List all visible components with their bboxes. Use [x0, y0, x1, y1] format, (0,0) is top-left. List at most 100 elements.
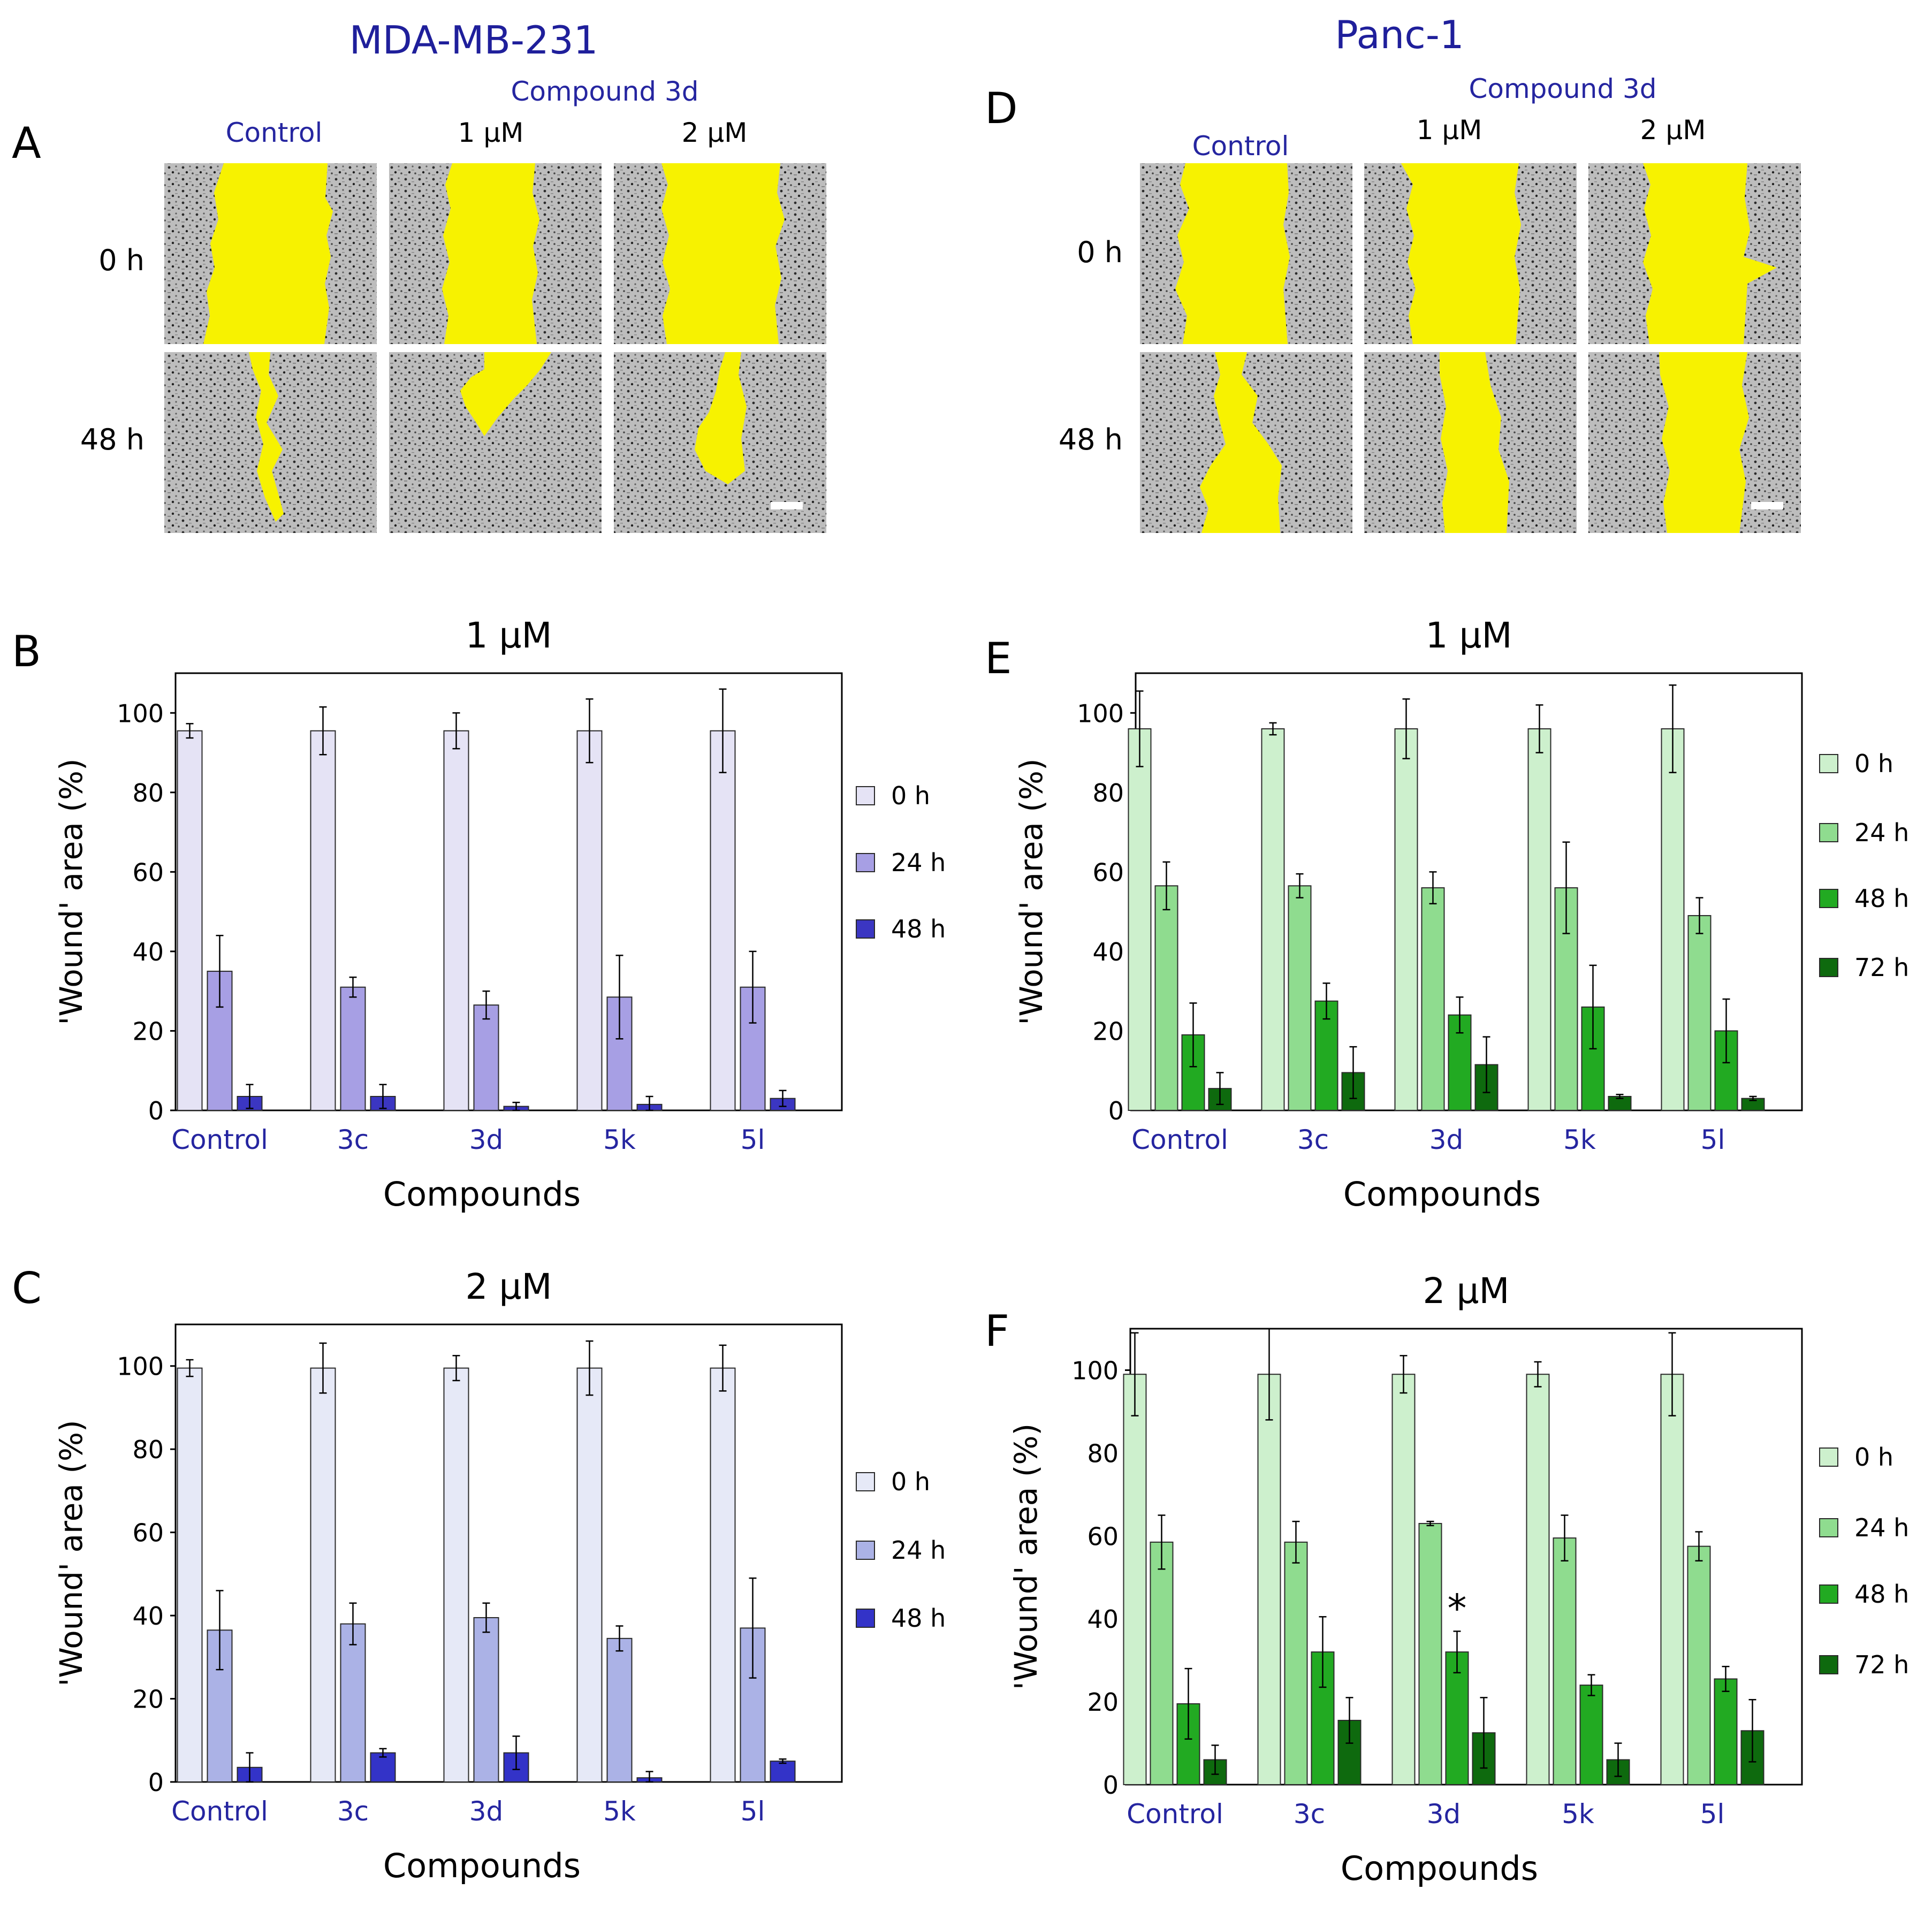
legend-label: 0 h	[1854, 749, 1893, 778]
bar	[1527, 728, 1551, 1111]
legend-label: 24 h	[891, 848, 946, 877]
micrograph-d-control-0h	[1140, 163, 1352, 344]
category-label: 5l	[1701, 1124, 1725, 1155]
category-label: 3d	[469, 1796, 504, 1827]
category-label: 3d	[1427, 1799, 1461, 1830]
bar	[1128, 728, 1152, 1111]
y-tick-label: 40	[132, 938, 164, 966]
column-label-1um-a: 1 μM	[458, 117, 524, 148]
legend-label: 48 h	[891, 1604, 946, 1633]
bar	[340, 986, 366, 1111]
chart-title: 2 μM	[466, 1266, 552, 1307]
chart-panel-b: B 1 μM 0 20 40 60 80 100 'Wound' area (%) Control…	[12, 615, 946, 1214]
bar	[710, 1367, 736, 1782]
legend-label: 0 h	[1854, 1443, 1893, 1472]
bar	[1391, 1374, 1416, 1785]
bar	[1150, 1541, 1174, 1785]
micrograph-d-2um-0h	[1588, 163, 1801, 344]
bar	[310, 1367, 336, 1782]
y-axis-label: 'Wound' area (%)	[1013, 758, 1049, 1025]
y-tick-label: 0	[148, 1768, 164, 1797]
micrograph-panel-a: A Compound 3d Control 1 μM 2 μM 0 h 48 h	[12, 76, 826, 533]
x-axis-label: Compounds	[1343, 1175, 1541, 1214]
y-tick-label: 20	[132, 1685, 164, 1714]
category-label: Control	[1127, 1799, 1223, 1830]
bar	[1714, 1678, 1738, 1786]
micrograph-d-2um-48h	[1588, 352, 1801, 533]
legend-label: 24 h	[891, 1536, 946, 1565]
legend-swatch	[1819, 1447, 1838, 1467]
legend-label: 72 h	[1854, 1650, 1909, 1679]
scale-bar-d	[1751, 502, 1783, 509]
y-tick-label: 60	[1092, 858, 1124, 887]
y-tick-label: 0	[148, 1096, 164, 1125]
bar	[740, 1627, 766, 1783]
y-tick-label: 80	[1092, 779, 1124, 807]
chart-title: 2 μM	[1423, 1270, 1510, 1312]
bar	[1687, 915, 1712, 1111]
y-tick-label: 80	[1087, 1439, 1119, 1468]
bar	[473, 1617, 499, 1783]
y-tick-label: 40	[132, 1602, 164, 1631]
y-axis-label: 'Wound' area (%)	[1008, 1423, 1044, 1690]
column-label-1um-d: 1 μM	[1417, 115, 1482, 146]
micrograph-a-2um-48h	[614, 352, 826, 533]
bar	[1418, 1523, 1442, 1785]
column-label-2um-d: 2 μM	[1640, 115, 1706, 146]
bar	[770, 1761, 796, 1783]
micrograph-d-1um-48h	[1364, 352, 1577, 533]
legend-swatch	[1819, 1655, 1838, 1674]
legend-label: 48 h	[891, 915, 946, 943]
bar	[1284, 1541, 1308, 1785]
scale-bar-a	[771, 502, 803, 509]
y-tick-label: 0	[1108, 1096, 1124, 1125]
chart-panel-c: C 2 μM 0 20 40 60 80 100 'Wound' area (%) Control…	[12, 1263, 946, 1885]
chart-panel-f: F 2 μM 0 20 40 60 80 100 'Wound' area (%) Control…	[985, 1270, 1909, 1888]
panel-label-f: F	[985, 1306, 1009, 1356]
category-label: 5k	[603, 1796, 636, 1827]
legend-label: 0 h	[891, 1467, 930, 1496]
micrograph-a-1um-48h	[389, 352, 602, 533]
category-label: 3c	[1294, 1799, 1325, 1830]
legend-swatch	[1819, 1518, 1838, 1537]
legend-label: 48 h	[1854, 884, 1909, 913]
bar	[1421, 887, 1445, 1111]
column-label-2um-a: 2 μM	[682, 117, 748, 148]
legend-label: 72 h	[1854, 953, 1909, 982]
y-tick-label: 60	[132, 1519, 164, 1548]
bar	[1154, 885, 1178, 1111]
category-label: 5k	[1563, 1124, 1596, 1155]
micrograph-a-control-48h	[164, 352, 377, 533]
significance-marker: *	[1448, 1586, 1467, 1631]
bar	[177, 730, 203, 1111]
y-tick-label: 20	[1087, 1688, 1119, 1717]
bar	[1579, 1685, 1603, 1786]
y-tick-label: 60	[132, 858, 164, 887]
y-tick-label: 40	[1087, 1605, 1119, 1634]
column-label-control-a: Control	[226, 117, 323, 148]
chart-panel-e: E 1 μM 0 20 40 60 80 100 'Wound' area (%) Control…	[985, 615, 1909, 1214]
row-label-48h-a: 48 h	[80, 423, 144, 456]
chart-title: 1 μM	[1426, 615, 1512, 656]
legend-swatch	[1819, 823, 1838, 842]
legend-swatch	[856, 1472, 875, 1491]
right-figure-title: Panc-1	[1335, 12, 1464, 57]
compound-label-a: Compound 3d	[511, 76, 698, 107]
legend-label: 0 h	[891, 781, 930, 810]
y-tick-label: 60	[1087, 1522, 1119, 1551]
x-axis-label: Compounds	[383, 1175, 581, 1214]
chart-title: 1 μM	[466, 615, 552, 656]
bar	[710, 730, 736, 1111]
legend-swatch	[856, 1541, 875, 1560]
y-tick-label: 100	[117, 699, 164, 728]
category-label: Control	[171, 1796, 268, 1827]
bar	[606, 1637, 633, 1782]
panel-label-a: A	[12, 118, 41, 168]
bar	[340, 1623, 366, 1783]
y-axis-label: 'Wound' area (%)	[53, 1420, 89, 1686]
bar	[576, 1367, 603, 1782]
y-tick-label: 40	[1092, 938, 1124, 966]
legend-swatch	[1819, 889, 1838, 908]
bar	[1526, 1374, 1550, 1785]
